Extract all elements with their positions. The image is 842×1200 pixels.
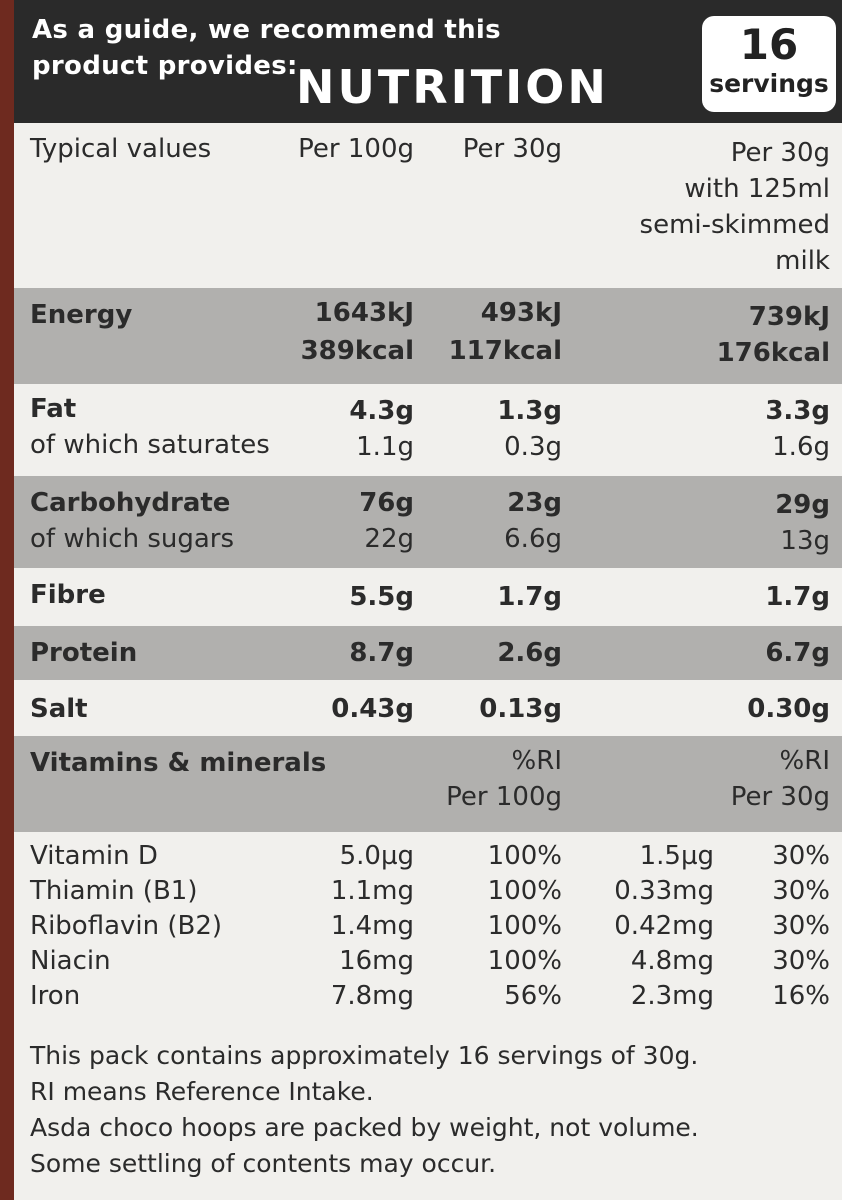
col-per-30g-milk-line4: milk [775,246,830,276]
carbohydrate-per30: 23g [507,488,562,518]
servings-badge: 16 servings [702,16,836,112]
footer-note: This pack contains approximately 16 serv… [30,1041,699,1070]
fibre-per100: 5.5g [349,582,414,612]
energy-milk-kcal: 176kcal [716,338,830,368]
vitamin-per30: 0.42mg [614,911,714,941]
protein-per100: 8.7g [349,638,414,668]
salt-row [14,680,842,736]
ri-per30-line2: Per 30g [730,782,830,812]
vitamin-per30: 2.3mg [630,981,714,1011]
col-per-30g-milk-line1: Per 30g [730,138,830,168]
vitamins-header-row [14,736,842,832]
protein-row [14,626,842,680]
vitamin-ri100: 100% [487,911,562,941]
servings-label: servings [709,69,829,98]
salt-milk: 0.30g [747,694,830,724]
energy-milk-kj: 739kJ [748,302,830,332]
carbohydrate-label: Carbohydrate [30,488,231,518]
footer-note: RI means Reference Intake. [30,1077,374,1106]
vitamin-ri30: 30% [772,946,830,976]
energy-per30-kcal: 117kcal [448,336,562,366]
vitamin-ri30: 16% [772,981,830,1011]
fat-per30: 1.3g [497,396,562,426]
col-per-30g-milk-line3: semi-skimmed [639,210,830,240]
nutrition-header: As a guide, we recommend this product pr… [14,0,842,123]
footer-notes: This pack contains approximately 16 serv… [30,1038,699,1182]
vitamins-label: Vitamins & minerals [30,748,327,778]
energy-per100-kcal: 389kcal [300,336,414,366]
salt-per100: 0.43g [331,694,414,724]
protein-milk: 6.7g [765,638,830,668]
ri-per30-line1: %RI [779,746,830,776]
saturates-per30: 0.3g [504,432,562,462]
vitamin-ri100: 100% [487,841,562,871]
col-per-30g: Per 30g [462,134,562,164]
fibre-label: Fibre [30,580,106,610]
saturates-per100: 1.1g [356,432,414,462]
sugars-milk: 13g [780,526,830,556]
energy-label: Energy [30,300,133,330]
carbohydrate-per100: 76g [359,488,414,518]
saturates-label: of which saturates [30,430,270,460]
vitamin-name: Iron [30,981,81,1011]
fat-label: Fat [30,394,77,424]
vitamin-ri100: 56% [504,981,562,1011]
vitamin-per100: 16mg [339,946,414,976]
energy-per30-kj: 493kJ [480,298,562,328]
vitamin-ri30: 30% [772,876,830,906]
protein-label: Protein [30,638,138,668]
vitamin-per100: 1.1mg [330,876,414,906]
fibre-per30: 1.7g [497,582,562,612]
servings-number: 16 [739,20,799,69]
col-per-100g: Per 100g [298,134,414,164]
footer-note: Some settling of contents may occur. [30,1149,497,1178]
vitamin-name: Vitamin D [30,841,158,871]
carbohydrate-row [14,476,842,568]
vitamin-ri100: 100% [487,946,562,976]
energy-per100-kj: 1643kJ [314,298,414,328]
vitamin-per30: 1.5µg [639,841,714,871]
fat-milk: 3.3g [765,396,830,426]
energy-row [14,288,842,384]
sugars-per100: 22g [364,524,414,554]
vitamin-ri30: 30% [772,841,830,871]
vitamin-ri30: 30% [772,911,830,941]
fibre-milk: 1.7g [765,582,830,612]
salt-per30: 0.13g [479,694,562,724]
fat-per100: 4.3g [349,396,414,426]
saturates-milk: 1.6g [772,432,830,462]
carbohydrate-milk: 29g [775,490,830,520]
salt-label: Salt [30,694,88,724]
fat-row [14,384,842,476]
vitamin-name: Thiamin (B1) [30,876,198,906]
protein-per30: 2.6g [497,638,562,668]
fibre-row [14,568,842,626]
col-typical-values: Typical values [30,134,212,164]
sugars-label: of which sugars [30,524,235,554]
vitamin-per100: 7.8mg [330,981,414,1011]
vitamin-per100: 1.4mg [330,911,414,941]
nutrition-panel: As a guide, we recommend this product pr… [14,0,842,1200]
col-per-30g-milk-line2: with 125ml [684,174,830,204]
sugars-per30: 6.6g [504,524,562,554]
vitamin-name: Riboflavin (B2) [30,911,223,941]
vitamin-per100: 5.0µg [339,841,414,871]
vitamin-ri100: 100% [487,876,562,906]
vitamin-per30: 0.33mg [614,876,714,906]
footer-note: Asda choco hoops are packed by weight, n… [30,1113,699,1142]
ri-per100-line2: Per 100g [446,782,562,812]
ri-per100-line1: %RI [511,746,562,776]
guide-text: As a guide, we recommend this product pr… [32,15,501,81]
vitamin-per30: 4.8mg [630,946,714,976]
column-header-row [14,123,842,288]
vitamin-name: Niacin [30,946,111,976]
nutrition-title: NUTRITION [296,60,609,114]
